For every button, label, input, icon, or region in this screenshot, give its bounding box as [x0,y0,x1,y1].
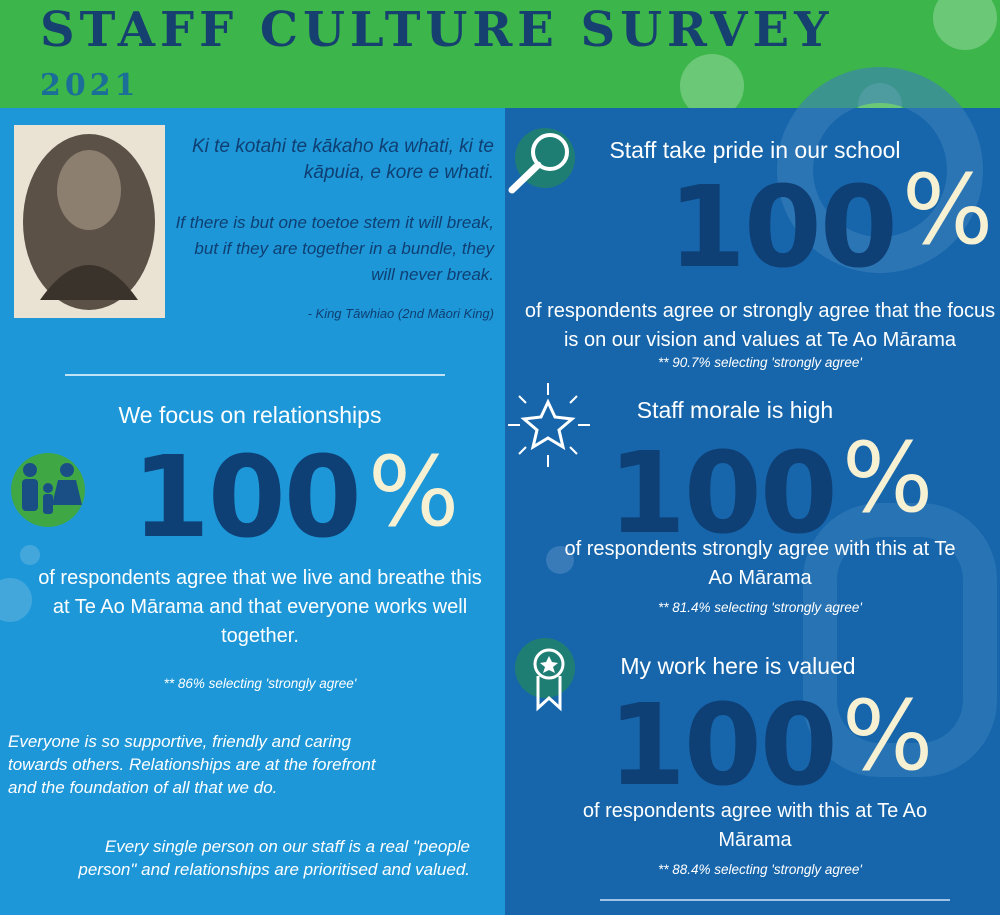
year: 2021 [40,68,140,103]
stat-description: of respondents agree or strongly agree t… [524,300,996,351]
stat-number: 100 [132,433,362,563]
stat-note: ** 90.7% selecting 'strongly agree' [657,355,863,370]
stat-note: ** 81.4% selecting 'strongly agree' [657,600,863,615]
stat-number: 100 [608,429,838,559]
stat-heading: Staff morale is high [636,397,834,423]
percent-sign: % [368,436,460,548]
title: STAFF CULTURE SURVEY [40,2,834,58]
stat-note: ** 88.4% selecting 'strongly agree' [657,862,863,877]
stat-heading: Staff take pride in our school [609,137,901,163]
percent-sign: % [842,422,934,534]
stat-number: 100 [668,163,898,293]
stat-description: of respondents agree that we live and br… [38,567,482,647]
quote-maori: Ki te kotahi te kākaho ka whati, ki te k… [191,136,494,183]
quote-english: If there is but one toetoe stem it will … [175,213,494,284]
stat-number: 100 [608,681,838,811]
percent-sign: % [842,680,934,792]
stat-description: of respondents strongly agree with this … [564,538,956,589]
stat-description: of respondents agree with this at Te Ao … [582,800,928,851]
staff-comment: Everyone is so supportive, friendly and … [8,732,376,797]
percent-sign: % [902,154,994,266]
quote-attribution: - King Tāwhiao (2nd Māori King) [307,306,494,321]
stat-heading: My work here is valued [620,653,856,679]
staff-comment: Every single person on our staff is a re… [78,837,470,879]
stat-note: ** 86% selecting 'strongly agree' [163,676,357,691]
section-heading: We focus on relationships [118,402,382,428]
